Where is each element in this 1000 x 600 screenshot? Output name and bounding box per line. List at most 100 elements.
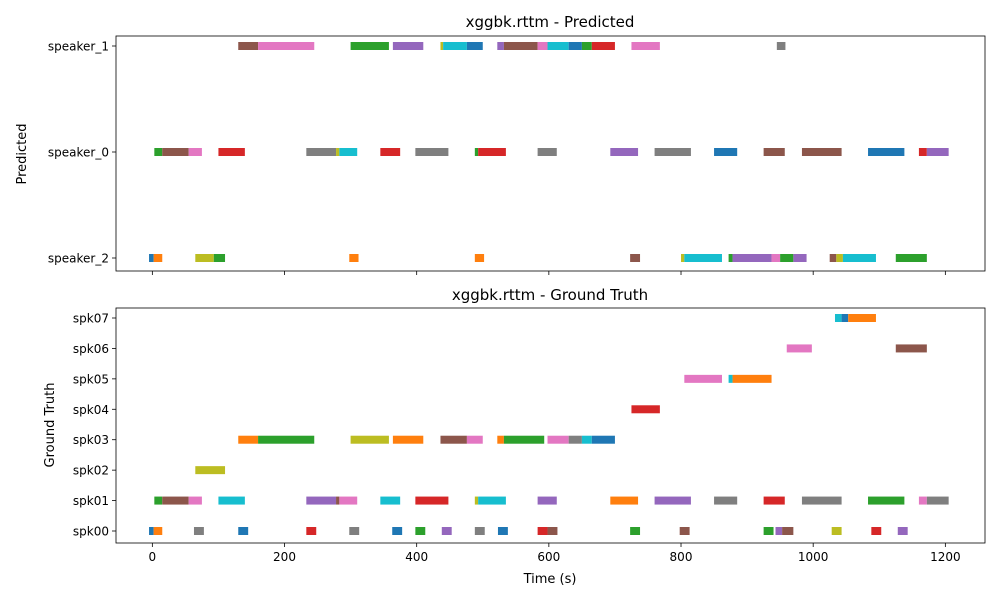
segment-bar (497, 527, 508, 535)
y-tick-label: spk02 (73, 464, 109, 478)
segment-bar (654, 496, 691, 505)
segment-bar (306, 527, 317, 535)
segment-bar (350, 435, 389, 444)
segment-bar (466, 42, 483, 50)
segment-bar (926, 148, 949, 156)
segment-bar (306, 496, 337, 505)
segment-bar (497, 42, 504, 50)
segment-bar (771, 254, 781, 262)
segment-bar (568, 42, 582, 50)
segment-bar (349, 527, 360, 535)
segment-bar (782, 527, 794, 535)
predicted-axes-frame (115, 35, 986, 272)
segment-bar (547, 42, 569, 50)
y-tick-label: spk05 (73, 372, 109, 386)
segment-bar (776, 42, 786, 50)
y-tick-label: speaker_2 (48, 252, 109, 266)
predicted-y-axis-label: Predicted (15, 123, 30, 184)
segment-bar (162, 496, 189, 505)
segment-bar (153, 527, 163, 535)
segment-bar (238, 527, 249, 535)
segment-bar (868, 496, 905, 505)
segment-bar (714, 496, 738, 505)
segment-bar (610, 496, 639, 505)
segment-bar (591, 435, 615, 444)
segment-bar (149, 254, 154, 262)
segment-bar (392, 42, 424, 50)
segment-bar (339, 148, 358, 156)
segment-bar (306, 148, 337, 156)
predicted-panel: xggbk.rttm - Predicted Predicted speaker… (15, 13, 986, 275)
segment-bar (763, 527, 774, 535)
segment-bar (763, 148, 785, 156)
segment-bar (162, 148, 189, 156)
segment-bar (679, 527, 690, 535)
predicted-x-ticks (151, 271, 946, 275)
ground-truth-chart-title: xggbk.rttm - Ground Truth (452, 286, 648, 304)
segment-bar (443, 42, 467, 50)
segment-bar (350, 42, 389, 50)
segment-bar (238, 435, 259, 444)
segment-bar (547, 435, 569, 444)
segment-bar (568, 435, 582, 444)
segment-bar (195, 254, 214, 262)
segment-bar (497, 435, 504, 444)
segment-bar (537, 42, 548, 50)
segment-bar (188, 148, 202, 156)
segment-bar (153, 254, 163, 262)
predicted-y-ticks: speaker_2 speaker_0 speaker_1 (48, 40, 116, 266)
segment-bar (836, 254, 843, 262)
ground-truth-y-axis-label: Ground Truth (43, 383, 58, 468)
segment-bar (415, 527, 426, 535)
segment-bar (474, 496, 479, 505)
segment-bar (380, 148, 401, 156)
segment-bar (503, 435, 545, 444)
y-tick-label: speaker_1 (48, 40, 109, 54)
segment-bar (841, 314, 849, 322)
ground-truth-x-axis-label: Time (s) (523, 572, 577, 587)
segment-bar (478, 148, 506, 156)
y-tick-label: spk00 (73, 525, 109, 539)
segment-bar (732, 374, 772, 383)
segment-bar (681, 254, 685, 262)
segment-bar (258, 42, 315, 50)
segment-bar (654, 148, 691, 156)
segment-bar (258, 435, 315, 444)
y-tick-label: spk07 (73, 312, 109, 326)
segment-bar (440, 42, 444, 50)
x-tick-label: 1200 (930, 550, 961, 564)
x-tick-label: 400 (405, 550, 428, 564)
segment-bar (714, 148, 738, 156)
ground-truth-axes-frame (115, 307, 986, 544)
y-tick-label: speaker_0 (48, 146, 109, 160)
segment-bar (610, 148, 639, 156)
x-tick-label: 800 (670, 550, 693, 564)
x-tick-label: 200 (273, 550, 296, 564)
segment-bar (218, 496, 245, 505)
y-tick-label: spk03 (73, 433, 109, 447)
segment-bar (684, 254, 722, 262)
segment-bar (537, 496, 557, 505)
segment-bar (154, 496, 163, 505)
segment-bar (918, 148, 927, 156)
x-tick-label: 0 (149, 550, 157, 564)
segment-bar (786, 344, 812, 353)
y-tick-label: spk06 (73, 342, 109, 356)
segment-bar (793, 254, 807, 262)
y-tick-label: spk01 (73, 494, 109, 508)
ground-truth-panel: xggbk.rttm - Ground Truth Ground Truth T… (43, 286, 986, 587)
segment-bar (831, 527, 842, 535)
ground-truth-x-ticks: 0 200 400 600 800 1000 1200 (149, 543, 961, 564)
segment-bar (630, 254, 641, 262)
segment-bar (474, 254, 485, 262)
segment-bar (195, 466, 226, 475)
segment-bar (732, 254, 772, 262)
predicted-chart-title: xggbk.rttm - Predicted (466, 13, 635, 31)
ground-truth-segments (149, 314, 949, 535)
segment-bar (763, 496, 785, 505)
segment-bar (895, 344, 927, 353)
segment-bar (154, 148, 163, 156)
segment-bar (441, 527, 452, 535)
segment-bar (339, 496, 358, 505)
segment-bar (630, 527, 641, 535)
